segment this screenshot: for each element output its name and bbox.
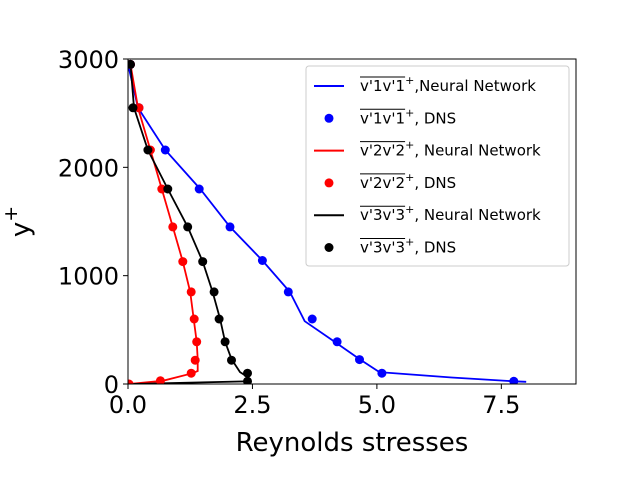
legend-entry-label: v'1v'1+,Neural Network [360, 74, 536, 95]
series-5-point [214, 314, 224, 324]
series-5-point [198, 257, 208, 267]
legend-box [305, 65, 570, 267]
legend: v'1v'1+,Neural Network v'1v'1+, DNS v'2v'2… [305, 65, 570, 267]
series-3-point [186, 368, 196, 378]
series-1-point [307, 314, 317, 324]
series-5-point [143, 145, 153, 155]
series-line-0 [128, 64, 527, 383]
series-1-point [377, 368, 387, 378]
series-1-point [160, 145, 170, 155]
series-5-point [243, 376, 252, 384]
series-5-point [227, 355, 236, 365]
legend-entry-label: v'2v'2+, DNS [360, 171, 456, 192]
series-1-point [509, 376, 519, 384]
x-tick-label: 5.0 [358, 391, 396, 419]
ticks-layer: 0.0 2.5 5.0 7.5 0 1000 2000 3000 [58, 46, 520, 419]
legend-entry-label: v'1v'1+, DNS [360, 106, 456, 127]
y-tick-label: 0 [104, 371, 119, 399]
series-5-point [128, 103, 138, 113]
series-3-point [190, 355, 200, 365]
series-3-point [189, 314, 199, 324]
series-1-point [355, 355, 364, 365]
legend-entry-label: v'2v'2+, Neural Network [360, 139, 541, 160]
series-1-point [257, 256, 267, 265]
legend-entry-label: v'3v'3+, Neural Network [360, 203, 541, 224]
x-tick-label: 0.0 [109, 391, 147, 419]
series-5-point [128, 59, 135, 69]
series-3-point [186, 287, 196, 297]
series-3-point [192, 337, 202, 347]
y-axis-label: y+ [0, 206, 36, 237]
x-tick-label: 7.5 [482, 391, 520, 419]
series-5-point [183, 222, 193, 232]
series-layer [128, 59, 527, 384]
series-5-point [243, 368, 252, 378]
legend-dot-marker [324, 178, 334, 188]
series-1-point [225, 222, 235, 232]
series-5-point [220, 337, 230, 347]
series-5-point [163, 184, 173, 194]
y-tick-label: 2000 [58, 154, 119, 182]
legend-dot-marker [324, 243, 334, 252]
legend-entry-label: v'3v'3+, DNS [360, 236, 456, 257]
y-tick-label: 3000 [58, 46, 119, 74]
series-5-point [209, 287, 219, 297]
series-3-point [178, 257, 188, 267]
legend-dot-marker [324, 113, 334, 123]
x-axis-label: Reynolds stresses [236, 428, 469, 458]
series-3-point [128, 379, 134, 384]
series-3-point [155, 376, 165, 384]
series-1-point [194, 184, 204, 194]
series-1-point [332, 337, 342, 347]
x-tick-label: 2.5 [233, 391, 271, 419]
y-tick-label: 1000 [58, 263, 119, 291]
series-3-point [168, 222, 178, 232]
plot-frame [127, 58, 577, 385]
series-1-point [283, 287, 293, 297]
